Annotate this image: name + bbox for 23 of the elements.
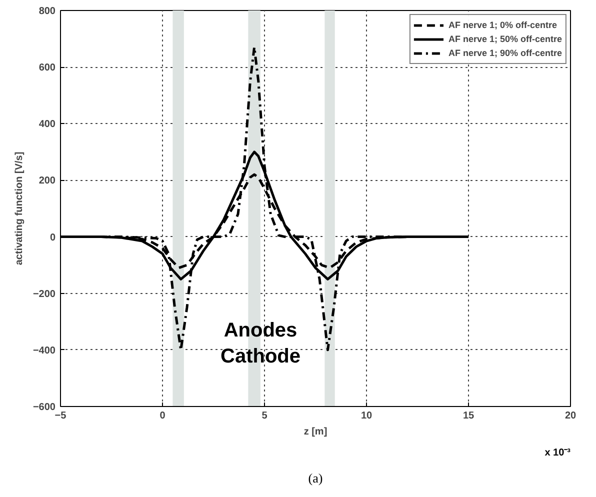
y-tick-label: 200 bbox=[38, 176, 56, 187]
legend-label: AF nerve 1; 50% off-centre bbox=[448, 34, 562, 44]
text: (a) bbox=[308, 470, 323, 486]
y-tick-label: −400 bbox=[32, 345, 56, 356]
x-tick-label: 20 bbox=[564, 410, 576, 422]
annotation: Anodes bbox=[224, 320, 298, 342]
y-tick-label: 0 bbox=[50, 232, 56, 244]
x-axis-title: z [m] bbox=[304, 426, 328, 438]
x-tick-label: 15 bbox=[462, 410, 474, 422]
x-tick-label: −5 bbox=[54, 410, 67, 422]
legend-label: AF nerve 1; 90% off-centre bbox=[448, 48, 562, 58]
y-tick-label: 600 bbox=[38, 62, 56, 74]
y-axis-title: activating function [V/s] bbox=[14, 152, 25, 266]
y-tick-label: 800 bbox=[38, 6, 56, 17]
annotation: Cathode bbox=[220, 346, 300, 368]
x-tick-label: 0 bbox=[160, 410, 166, 422]
legend-label: AF nerve 1; 0% off-centre bbox=[448, 20, 557, 30]
y-tick-label: −600 bbox=[32, 402, 56, 413]
x-tick-label: 5 bbox=[262, 410, 268, 422]
x-tick-label: 10 bbox=[360, 410, 372, 422]
y-tick-label: 400 bbox=[38, 119, 56, 130]
text: x 10⁻³ bbox=[544, 448, 572, 458]
y-tick-label: −200 bbox=[32, 288, 56, 300]
